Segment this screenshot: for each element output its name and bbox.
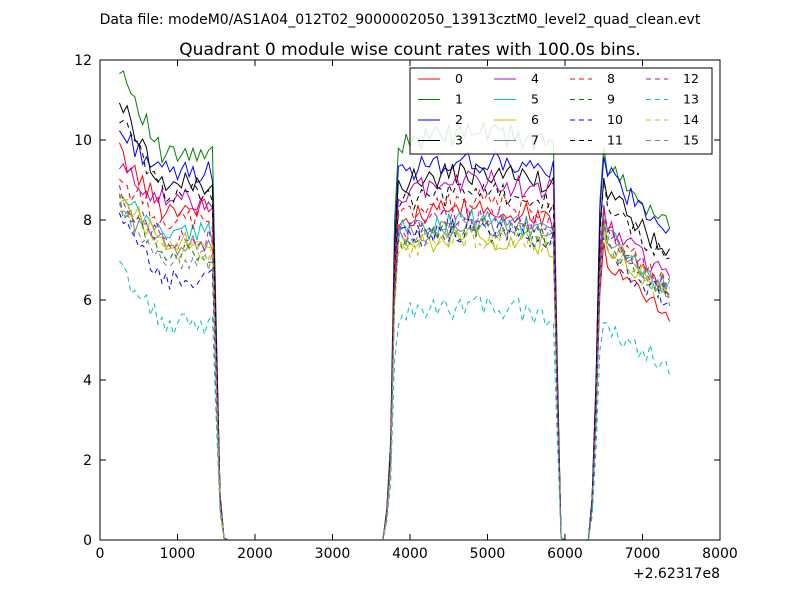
x-tick-label: 0: [96, 546, 105, 562]
y-tick-label: 12: [74, 53, 92, 69]
legend-label-3: 3: [455, 133, 463, 148]
legend-label-8: 8: [607, 71, 615, 86]
legend-label-11: 11: [607, 133, 623, 148]
series-line-11: [119, 119, 670, 541]
series-line-14: [118, 193, 670, 541]
series-line-10: [118, 212, 670, 541]
legend-label-6: 6: [531, 112, 539, 127]
series-line-12: [118, 184, 670, 541]
x-tick-label: 5000: [470, 546, 506, 562]
x-tick-label: 1000: [160, 546, 196, 562]
x-tick-label: 4000: [392, 546, 428, 562]
y-tick-label: 4: [83, 373, 92, 389]
y-tick-label: 10: [74, 133, 92, 149]
series-line-3: [118, 102, 671, 541]
chart-title: Quadrant 0 module wise count rates with …: [179, 40, 640, 60]
plot-lines: [118, 70, 671, 541]
legend-label-4: 4: [531, 71, 539, 86]
series-line-7: [119, 209, 670, 541]
legend-label-7: 7: [531, 133, 539, 148]
legend-label-2: 2: [455, 112, 463, 127]
legend-label-9: 9: [607, 92, 615, 107]
legend-label-12: 12: [683, 71, 699, 86]
legend-box: [409, 67, 713, 155]
legend-label-15: 15: [683, 133, 699, 148]
legend-label-10: 10: [607, 112, 623, 127]
legend-label-5: 5: [531, 92, 539, 107]
x-offset-label: +2.62317e8: [633, 566, 720, 582]
series-line-9: [118, 193, 671, 541]
y-tick-label: 6: [83, 293, 92, 309]
figure-suptitle: Data file: modeM0/AS1A04_012T02_90000020…: [100, 12, 701, 28]
x-tick-label: 8000: [702, 546, 738, 562]
series-line-8: [119, 178, 671, 541]
x-tick-label: 6000: [547, 546, 583, 562]
x-tick-label: 3000: [315, 546, 351, 562]
legend-label-13: 13: [683, 92, 699, 107]
x-tick-label: 2000: [237, 546, 273, 562]
legend-label-14: 14: [683, 112, 699, 127]
legend-label-0: 0: [455, 71, 463, 86]
axis-ticks: 0 1000 2000 3000 4000 5000 6000 7000 80000246810…: [74, 53, 738, 562]
y-tick-label: 8: [83, 213, 92, 229]
series-line-13: [119, 260, 671, 541]
series-line-2: [118, 130, 670, 541]
legend-label-1: 1: [455, 92, 463, 107]
y-tick-label: 2: [83, 453, 92, 469]
y-tick-label: 0: [83, 533, 92, 549]
series-line-15: [118, 202, 671, 541]
x-tick-label: 7000: [625, 546, 661, 562]
